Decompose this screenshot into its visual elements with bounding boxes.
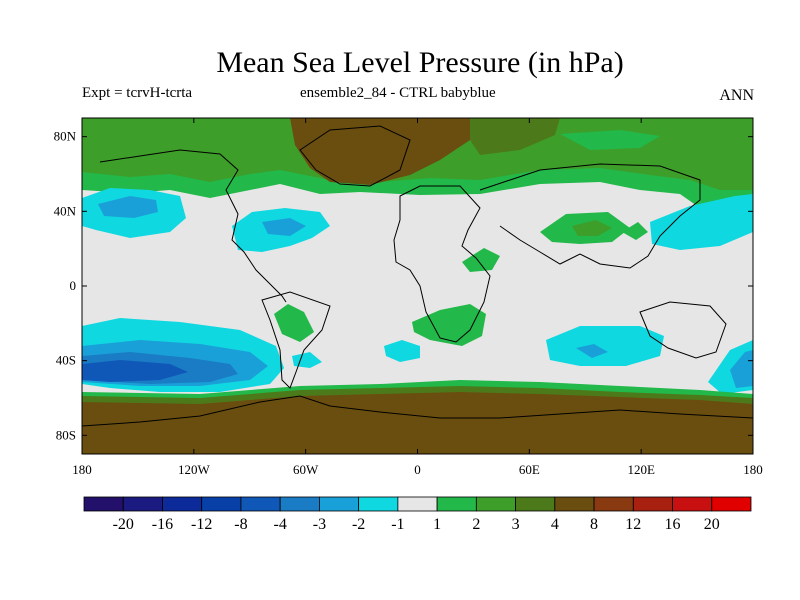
colorbar-label: -1 [391,516,404,533]
lon-tick-label: 120W [178,462,211,477]
colorbar-label: -2 [352,516,365,533]
coastlines [82,125,753,427]
longitude-axis: 180 120W 60W 0 60E 120E 180 [72,118,763,477]
southern-africa-positive [412,304,486,346]
colorbar-label: 8 [590,516,598,533]
china-positive [622,222,648,240]
colorbar-label: 4 [551,516,559,533]
colorbar-swatch [397,496,438,512]
colorbar-swatch [279,496,320,512]
map-title: Mean Sea Level Pressure (in hPa) [216,46,624,79]
coast-greenland [299,125,411,187]
colorbar-swatch [672,496,713,512]
indian-ocean-core [576,344,608,358]
north-pacific-core [98,196,158,218]
ensemble-label: ensemble2_84 - CTRL babyblue [300,85,496,101]
colorbar-label: -12 [191,516,212,533]
coast-australia [639,301,727,359]
siberia-green-patch [560,130,660,150]
colorbar-swatch [475,496,516,512]
lat-tick-label: 80N [54,129,77,144]
colorbar-swatch [436,496,477,512]
central-asia-core [572,220,612,236]
colorbar-swatch [162,496,203,512]
lon-tick-label: 60W [293,462,319,477]
lon-tick-label: 180 [743,462,763,477]
coast-asia [479,163,701,269]
south-pacific-core [82,360,188,382]
colorbar-label: 16 [665,516,681,533]
antarctic-positive-core [82,392,753,454]
colorbar-swatch [201,496,242,512]
indian-ocean-negative [546,326,664,366]
contour-field [82,118,753,454]
coast-europe-africa [393,185,491,343]
east-africa-positive [462,248,500,272]
coast-north-america [99,149,287,303]
colorbar-swatch [711,496,752,512]
colorbar-swatch [319,496,360,512]
south-atlantic-negative [384,340,420,362]
lat-tick-label: 40N [54,203,77,218]
coast-south-america [261,291,331,389]
greenland-positive-core [290,118,470,185]
colorbar-label: -4 [274,516,287,533]
lat-tick-label: 0 [70,278,77,293]
colorbar-swatch [632,496,673,512]
colorbar-swatch [554,496,595,512]
colorbar-swatch [240,496,281,512]
colorbar-label: 12 [625,516,641,533]
colorbar-swatch [358,496,399,512]
patagonia-negative [292,352,322,368]
colorbar-swatch [122,496,163,512]
latitude-axis: 80N 40N 0 40S 80S [54,129,753,442]
coast-antarctica [82,395,753,427]
colorbar: -20 -16 -12 -8 -4 -3 -2 -1 1 2 3 4 8 12 16 20 [83,496,752,533]
north-atlantic-core [262,218,306,236]
colorbar-label: -8 [234,516,247,533]
season-label: ANN [719,87,754,104]
colorbar-swatch [83,496,124,512]
lat-tick-label: 40S [56,353,76,368]
colorbar-label: 1 [433,516,441,533]
lon-tick-label: 60E [519,462,540,477]
colorbar-label: 20 [704,516,720,533]
arctic-olive-patch [470,118,560,155]
south-america-positive [274,304,314,342]
colorbar-swatch [515,496,556,512]
lon-tick-label: 180 [72,462,92,477]
colorbar-label: -20 [113,516,134,533]
colorbar-label: -3 [313,516,326,533]
colorbar-label: -16 [152,516,173,533]
lon-tick-label: 0 [414,462,421,477]
west-pacific-negative [650,194,753,250]
lat-tick-label: 80S [56,427,76,442]
lon-tick-label: 120E [627,462,655,477]
arctic-green-fringe [82,168,753,208]
colorbar-label: 3 [512,516,520,533]
south-tasman-core [730,350,753,388]
experiment-label: Expt = tcrvH-tcrta [82,85,193,101]
colorbar-label: 2 [472,516,480,533]
colorbar-swatch [593,496,634,512]
